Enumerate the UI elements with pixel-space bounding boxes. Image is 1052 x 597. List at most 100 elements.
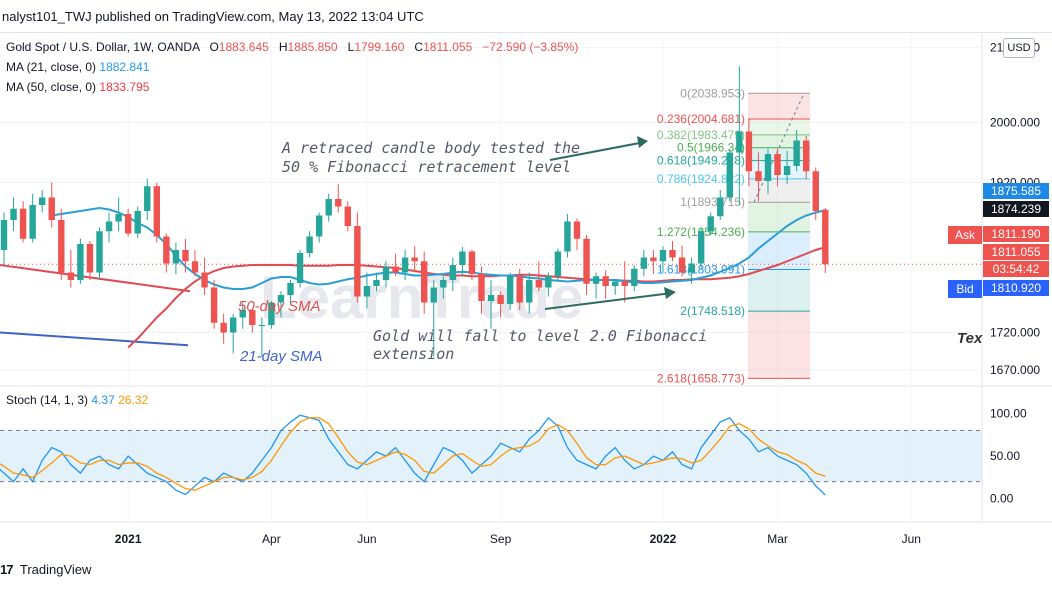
candle-body [191, 261, 199, 273]
bid-label: Bid [948, 280, 982, 298]
candle-body [535, 280, 542, 288]
candle-body [459, 251, 466, 265]
tradingview-footer[interactable]: 17 TradingView [0, 562, 91, 577]
candle-body [354, 226, 361, 297]
candle-body [201, 272, 208, 288]
ma21-value: 1882.841 [99, 60, 150, 74]
stoch-legend: Stoch (14, 1, 3) 4.37 26.32 [6, 393, 148, 407]
side-text: Tex [957, 330, 983, 347]
sma21-label: 21-day SMA [239, 348, 323, 365]
candle-body [803, 140, 810, 172]
price-axis-label: 2000.000 [990, 116, 1040, 130]
price-axis-label: 1670.000 [990, 363, 1040, 377]
stoch-axis-label: 100.00 [990, 407, 1027, 421]
candle-body [793, 140, 800, 166]
candle-body [421, 261, 428, 303]
candle-body [516, 276, 523, 303]
candle-body [430, 287, 437, 303]
candle-body [105, 221, 113, 232]
candle-body [258, 325, 266, 326]
time-axis-label: 2022 [650, 532, 677, 546]
candle-body [726, 152, 733, 198]
candle-body [487, 295, 495, 301]
retrace-note-line1: A retraced candle body tested the [281, 139, 580, 157]
fall-note-line2: extension [373, 345, 454, 363]
retrace-arrow [549, 141, 646, 161]
candle-body [277, 295, 285, 303]
fib-zone [748, 231, 810, 270]
low-value: 1799.160 [354, 40, 405, 54]
candle-body [287, 283, 294, 295]
candle-body [612, 281, 619, 286]
candle-body [736, 131, 743, 153]
currency-button[interactable]: USD [1003, 38, 1035, 58]
candle-body [697, 231, 705, 264]
fib-zone [748, 178, 810, 203]
candle-body [650, 257, 657, 262]
fall-note-line1: Gold will fall to level 2.0 Fibonacci [373, 327, 707, 345]
candle-body [144, 186, 151, 211]
candle-body [526, 280, 533, 303]
candle-body [564, 221, 571, 252]
fib-zone [748, 311, 810, 379]
candle-body [497, 295, 504, 304]
candle-body [134, 211, 141, 234]
candle-body [688, 263, 695, 273]
candle-body [315, 215, 323, 237]
ma21-price-tag: 1875.585 [983, 183, 1049, 199]
fib-trend-line [753, 93, 805, 203]
ask-label: Ask [948, 226, 982, 244]
open-label: O [209, 40, 219, 54]
candle-body [220, 322, 227, 333]
candle-body [96, 231, 103, 273]
candle-body [822, 209, 829, 265]
bid-price-tag: 1810.920 [983, 280, 1049, 296]
fall-arrow [544, 292, 673, 310]
candle-body [163, 236, 170, 264]
time-axis-label: Jun [357, 532, 376, 546]
candle-body [10, 208, 17, 220]
candle-body [124, 214, 132, 234]
candle-body [449, 265, 457, 280]
fib-level-label: 0.786(1924.822) [657, 172, 745, 186]
bar-countdown: 03:54:42 [983, 261, 1049, 277]
fib-zone [748, 93, 810, 119]
candle-body [0, 220, 8, 250]
stoch-k-value: 4.37 [91, 393, 115, 407]
fib-level-label: 0(2038.953) [680, 86, 745, 100]
close-value: 1811.055 [423, 40, 473, 54]
candle-body [812, 171, 819, 211]
stoch-d-line [0, 417, 826, 491]
candle-body [440, 280, 447, 288]
price-axis-label: 1720.000 [990, 326, 1040, 340]
ask-price-tag: 1811.190 [983, 226, 1049, 242]
ma50-price-tag: 1874.239 [983, 201, 1049, 217]
candle-body [249, 310, 256, 325]
candle-body [468, 251, 476, 274]
stoch-d-value: 26.32 [118, 393, 149, 407]
candle-body [210, 287, 218, 323]
candle-body [602, 276, 609, 286]
sma50-label: 50-day SMA [238, 298, 321, 315]
ma50-value: 1833.795 [99, 80, 150, 94]
candle-body [573, 221, 581, 239]
fib-zone [748, 202, 810, 232]
ma50-label: MA (50, close, 0) [6, 80, 97, 94]
ma50-legend: MA (50, close, 0) 1833.795 [6, 80, 149, 94]
candle-body [764, 154, 772, 181]
candle-body [172, 250, 180, 264]
candle-body [382, 266, 390, 280]
candle-body [621, 281, 628, 286]
support-line-21 [0, 331, 189, 347]
candle-body [48, 197, 55, 220]
candle-body [401, 257, 409, 273]
candle-body [478, 274, 485, 301]
symbol-label: Gold Spot / U.S. Dollar, 1W, OANDA [6, 40, 200, 54]
ma21-label: MA (21, close, 0) [6, 60, 97, 74]
time-axis-label: Jun [902, 532, 921, 546]
candle-body [239, 310, 246, 318]
candle-body [335, 199, 342, 207]
fib-level-label: 2(1748.518) [680, 304, 745, 318]
